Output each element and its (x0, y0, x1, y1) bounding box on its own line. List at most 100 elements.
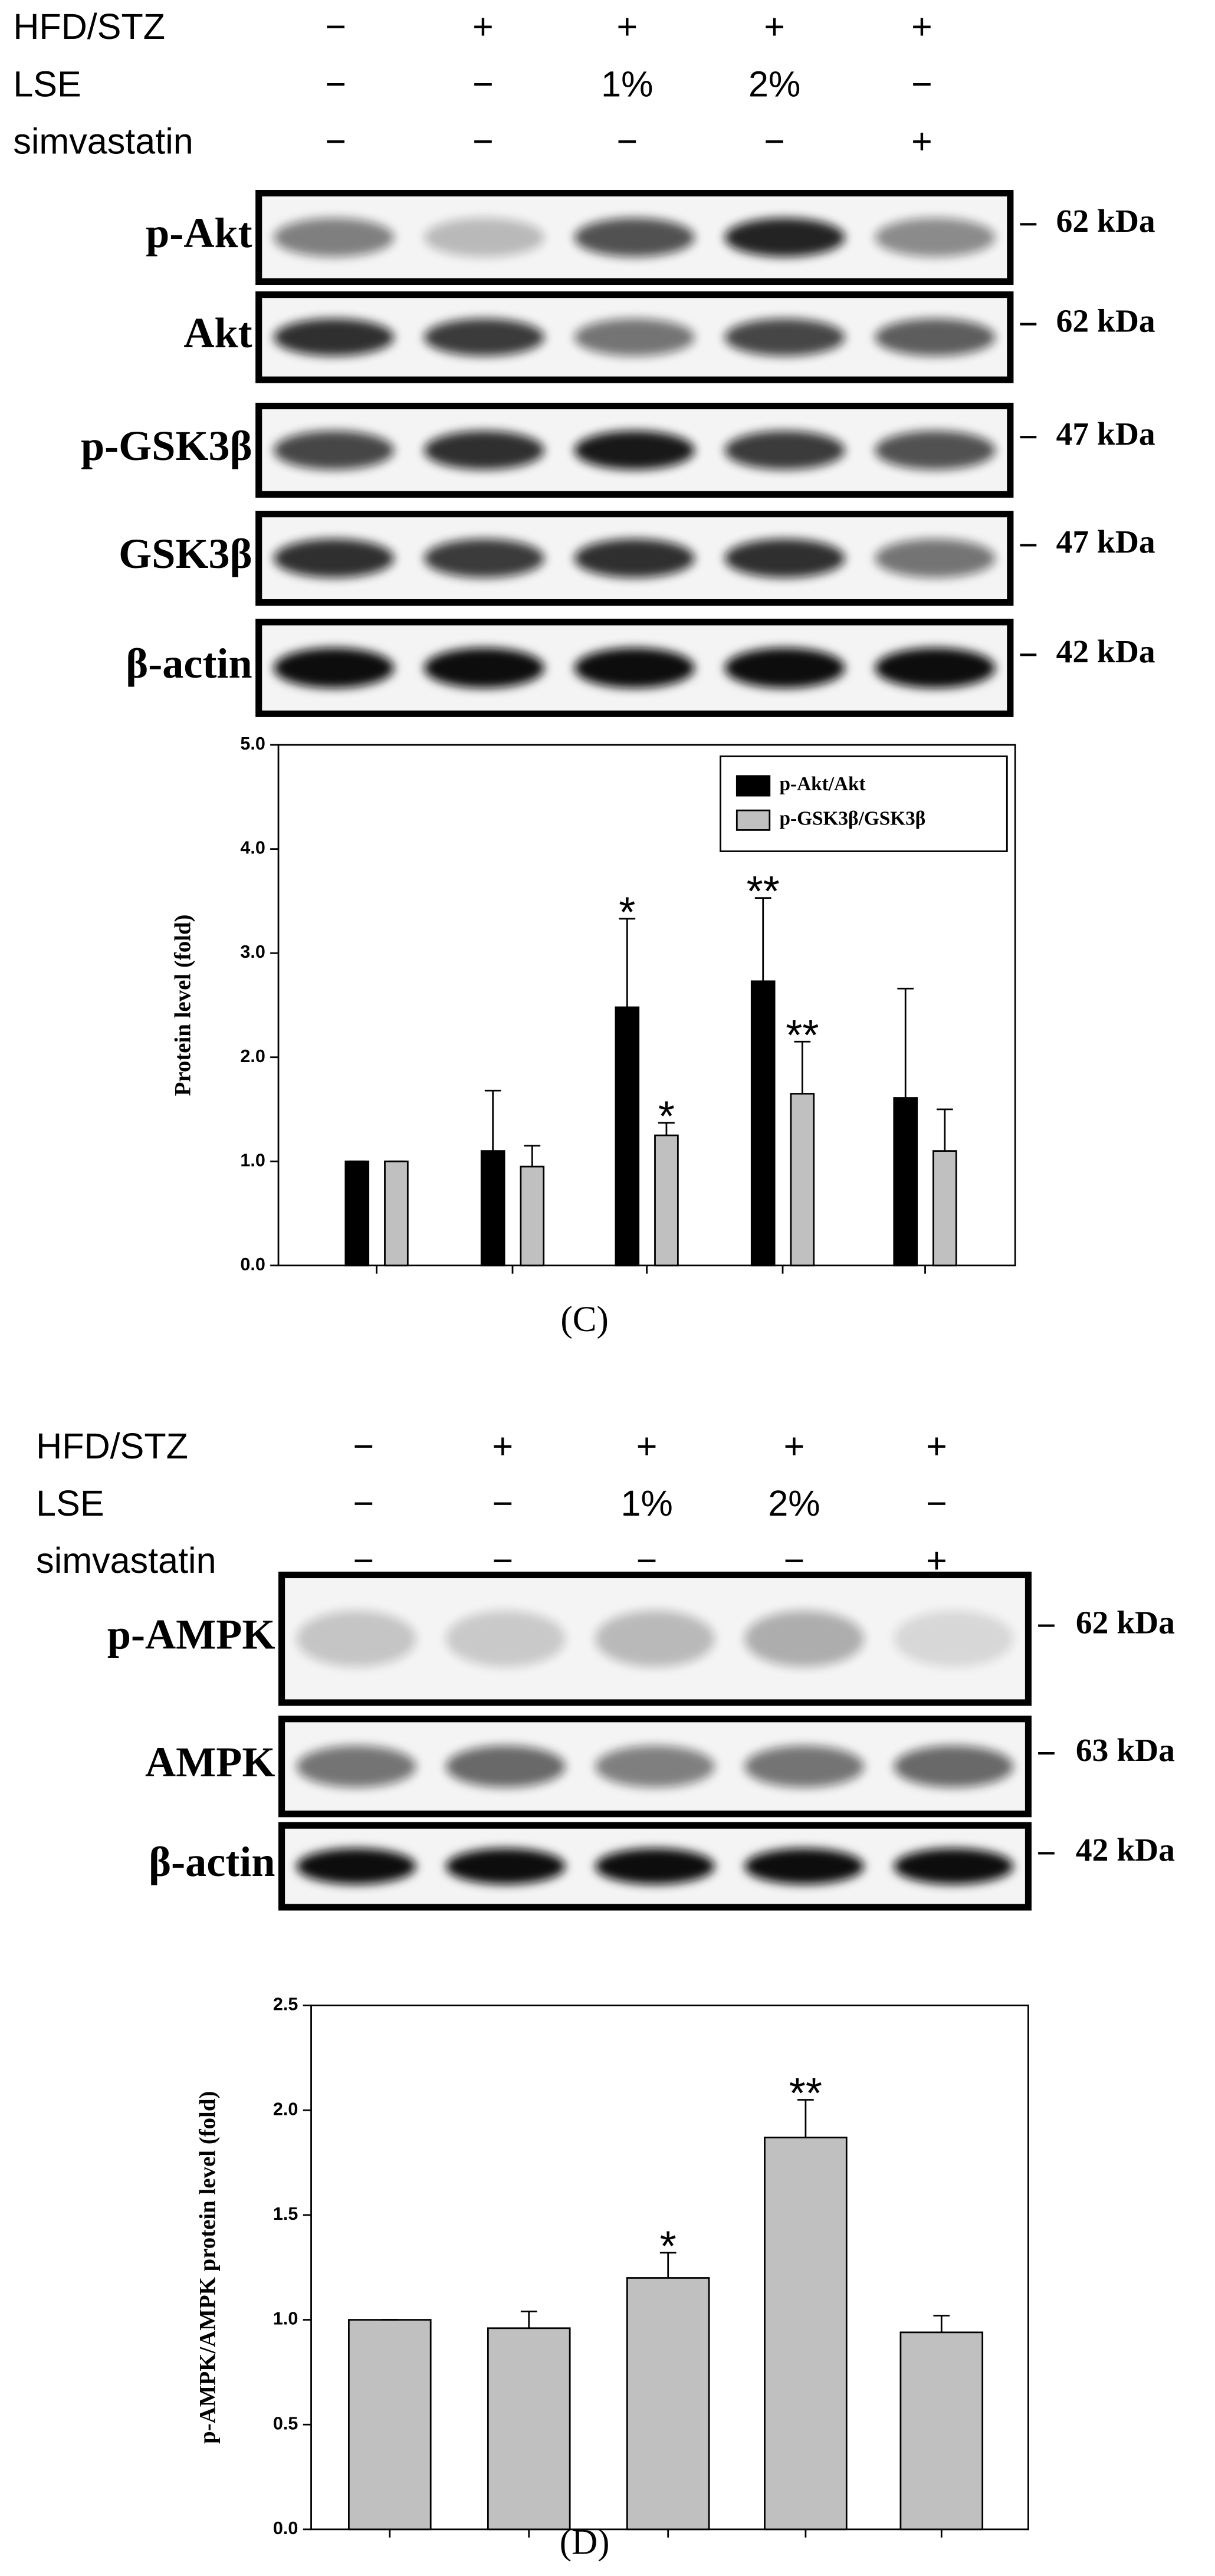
blot-label: GSK3β (119, 530, 252, 577)
bar (750, 980, 776, 1267)
bar (626, 2277, 710, 2531)
condition-mark: + (764, 6, 785, 47)
condition-mark: − (472, 121, 494, 161)
panel-caption: (C) (560, 1300, 608, 1339)
blot-label: AMPK (145, 1739, 275, 1786)
blot-band (724, 431, 845, 470)
condition-mark: − (325, 121, 346, 161)
bar (764, 2137, 848, 2531)
blot-band (446, 1611, 566, 1667)
blot-band (875, 538, 996, 578)
error-bar (520, 2310, 537, 2328)
blot-band (274, 648, 395, 688)
blot-band (595, 1745, 715, 1788)
condition-label: HFD/STZ (13, 6, 165, 47)
error-bar (658, 1122, 675, 1136)
y-tick-label: 3.0 (240, 942, 265, 962)
condition-mark: + (911, 121, 932, 161)
kda-label: 62 kDa (1056, 303, 1155, 339)
bar (615, 1006, 640, 1267)
condition-label: simvastatin (13, 121, 193, 161)
bar (932, 1150, 957, 1267)
legend-label: p-Akt/Akt (779, 773, 865, 795)
y-tick-label: 2.5 (273, 1995, 298, 2015)
y-tick-label: 1.5 (273, 2204, 298, 2224)
legend-label: p-GSK3β/GSK3β (779, 807, 925, 829)
kda-label: 47 kDa (1056, 524, 1155, 560)
condition-mark: − (353, 1426, 375, 1466)
bar (348, 2319, 432, 2531)
kda-label: 42 kDa (1076, 1832, 1175, 1868)
blot-band (574, 318, 695, 356)
blot-band (424, 218, 544, 257)
condition-mark: − (472, 64, 494, 104)
y-axis-label: p-AMPK/AMPK protein level (fold) (195, 2091, 220, 2444)
blot-band (875, 648, 996, 688)
blot-band (274, 538, 395, 578)
blot-band (424, 431, 544, 470)
condition-mark: − (764, 121, 785, 161)
condition-mark: − (911, 64, 932, 104)
error-bar (659, 2252, 677, 2278)
blot-band (274, 431, 395, 470)
kda-label: 47 kDa (1056, 416, 1155, 452)
blot-band (296, 1745, 416, 1788)
error-bar (754, 897, 771, 981)
y-tick-label: 4.0 (240, 838, 265, 858)
y-tick-label: 1.0 (240, 1150, 265, 1170)
condition-mark: 2% (748, 64, 800, 104)
blot-band (574, 431, 695, 470)
condition-label: simvastatin (36, 1540, 216, 1581)
blot-band (574, 218, 695, 257)
condition-mark: − (926, 1483, 947, 1523)
error-bar (933, 2315, 950, 2332)
bar (487, 2327, 571, 2531)
kda-label: 63 kDa (1076, 1733, 1175, 1769)
blot-band (274, 318, 395, 356)
blot-band (274, 218, 395, 257)
blot-band (724, 318, 845, 356)
condition-mark: − (325, 64, 346, 104)
error-bar (619, 918, 636, 1007)
error-bar (797, 2099, 814, 2138)
condition-mark: − (492, 1483, 514, 1523)
condition-mark: + (472, 6, 494, 47)
error-bar (897, 987, 914, 1098)
blot-band (875, 431, 996, 470)
condition-label: LSE (13, 64, 81, 104)
significance-mark: ** (747, 868, 780, 915)
blot-band (724, 538, 845, 578)
kda-label: 62 kDa (1056, 203, 1155, 239)
blot-band (296, 1848, 416, 1885)
y-tick-label: 0.5 (273, 2413, 298, 2433)
blot-band (296, 1611, 416, 1667)
bar (480, 1150, 505, 1267)
blot-label: p-AMPK (107, 1611, 275, 1658)
blot-label: p-GSK3β (81, 422, 252, 469)
blot-band (574, 538, 695, 578)
blot-label: β-actin (126, 640, 252, 687)
condition-mark: 2% (768, 1483, 820, 1523)
condition-label: LSE (36, 1483, 104, 1523)
significance-mark: * (619, 889, 635, 936)
legend-box (720, 755, 1008, 852)
blot-band (894, 1611, 1014, 1667)
blot-band (424, 648, 544, 688)
error-bar (794, 1040, 811, 1094)
bar (520, 1165, 545, 1267)
blot-band (724, 648, 845, 688)
blot-band (744, 1848, 864, 1885)
y-tick-label: 2.0 (240, 1046, 265, 1066)
legend-swatch (735, 809, 771, 831)
significance-mark: ** (789, 2070, 822, 2117)
blot-label: p-Akt (146, 209, 252, 257)
condition-mark: + (492, 1426, 514, 1466)
condition-mark: + (616, 6, 638, 47)
blot-band (446, 1848, 566, 1885)
condition-mark: + (911, 6, 932, 47)
condition-mark: 1% (601, 64, 653, 104)
kda-label: 62 kDa (1076, 1605, 1175, 1641)
condition-mark: − (353, 1483, 375, 1523)
